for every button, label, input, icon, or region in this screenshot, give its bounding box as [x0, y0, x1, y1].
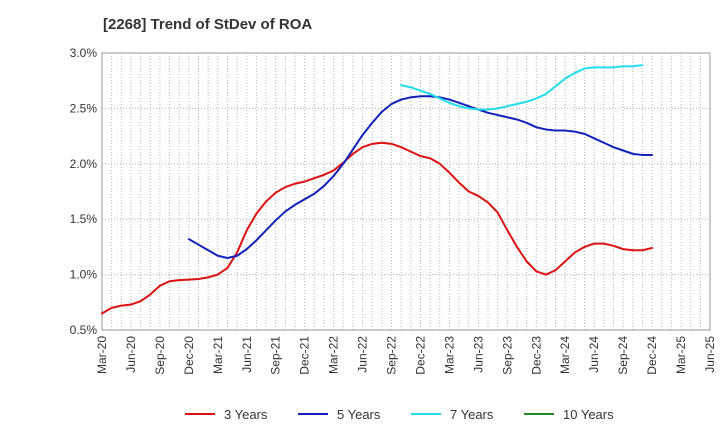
x-tick-label: Jun-23 — [471, 336, 485, 373]
series-line — [187, 95, 654, 259]
x-tick-label: Dec-22 — [413, 336, 427, 375]
legend-label: 10 Years — [563, 407, 614, 422]
x-tick-label: Dec-21 — [298, 336, 312, 375]
y-tick-label: 2.0% — [70, 157, 98, 171]
x-tick-label: Sep-22 — [385, 336, 399, 375]
plot-frame — [101, 52, 711, 331]
x-tick-label: Mar-20 — [95, 336, 109, 374]
legend-label: 5 Years — [337, 407, 381, 422]
x-tick-label: Dec-20 — [182, 336, 196, 375]
series-line — [400, 64, 644, 111]
x-tick-label: Mar-22 — [327, 336, 341, 374]
x-tick-label: Dec-24 — [645, 336, 659, 375]
series-line — [101, 141, 654, 315]
chart-title: [2268] Trend of StDev of ROA — [103, 16, 313, 33]
x-tick-label: Sep-23 — [500, 336, 514, 375]
x-tick-label: Sep-20 — [153, 336, 167, 375]
legend: 3 Years 5 Years 7 Years 10 Years — [185, 407, 614, 422]
x-tick-label: Mar-23 — [442, 336, 456, 374]
y-tick-label: 1.0% — [70, 268, 98, 282]
y-tick-label: 3.0% — [70, 46, 98, 60]
x-tick-label: Sep-24 — [616, 336, 630, 375]
x-tick-label: Sep-21 — [269, 336, 283, 375]
grid-layer — [102, 52, 710, 331]
x-tick-label: Jun-22 — [356, 336, 370, 373]
legend-label: 3 Years — [224, 407, 268, 422]
y-tick-label: 2.5% — [70, 101, 98, 115]
legend-label: 7 Years — [450, 407, 494, 422]
x-tick-label: Jun-24 — [587, 336, 601, 373]
x-tick-label: Mar-21 — [211, 336, 225, 374]
x-tick-label: Dec-23 — [529, 336, 543, 375]
x-tick-label: Mar-25 — [674, 336, 688, 374]
x-tick-label: Mar-24 — [558, 336, 572, 374]
y-tick-label: 1.5% — [70, 212, 98, 226]
y-tick-label: 0.5% — [70, 323, 98, 337]
series-layer — [101, 64, 654, 315]
x-tick-label: Jun-25 — [703, 336, 717, 373]
x-tick-label: Jun-21 — [240, 336, 254, 373]
x-tick-label: Jun-20 — [124, 336, 138, 373]
axis-layer: 0.5% 1.0% 1.5% 2.0% 2.5% 3.0% Mar-20 Jun-20 Sep-… — [70, 46, 717, 375]
